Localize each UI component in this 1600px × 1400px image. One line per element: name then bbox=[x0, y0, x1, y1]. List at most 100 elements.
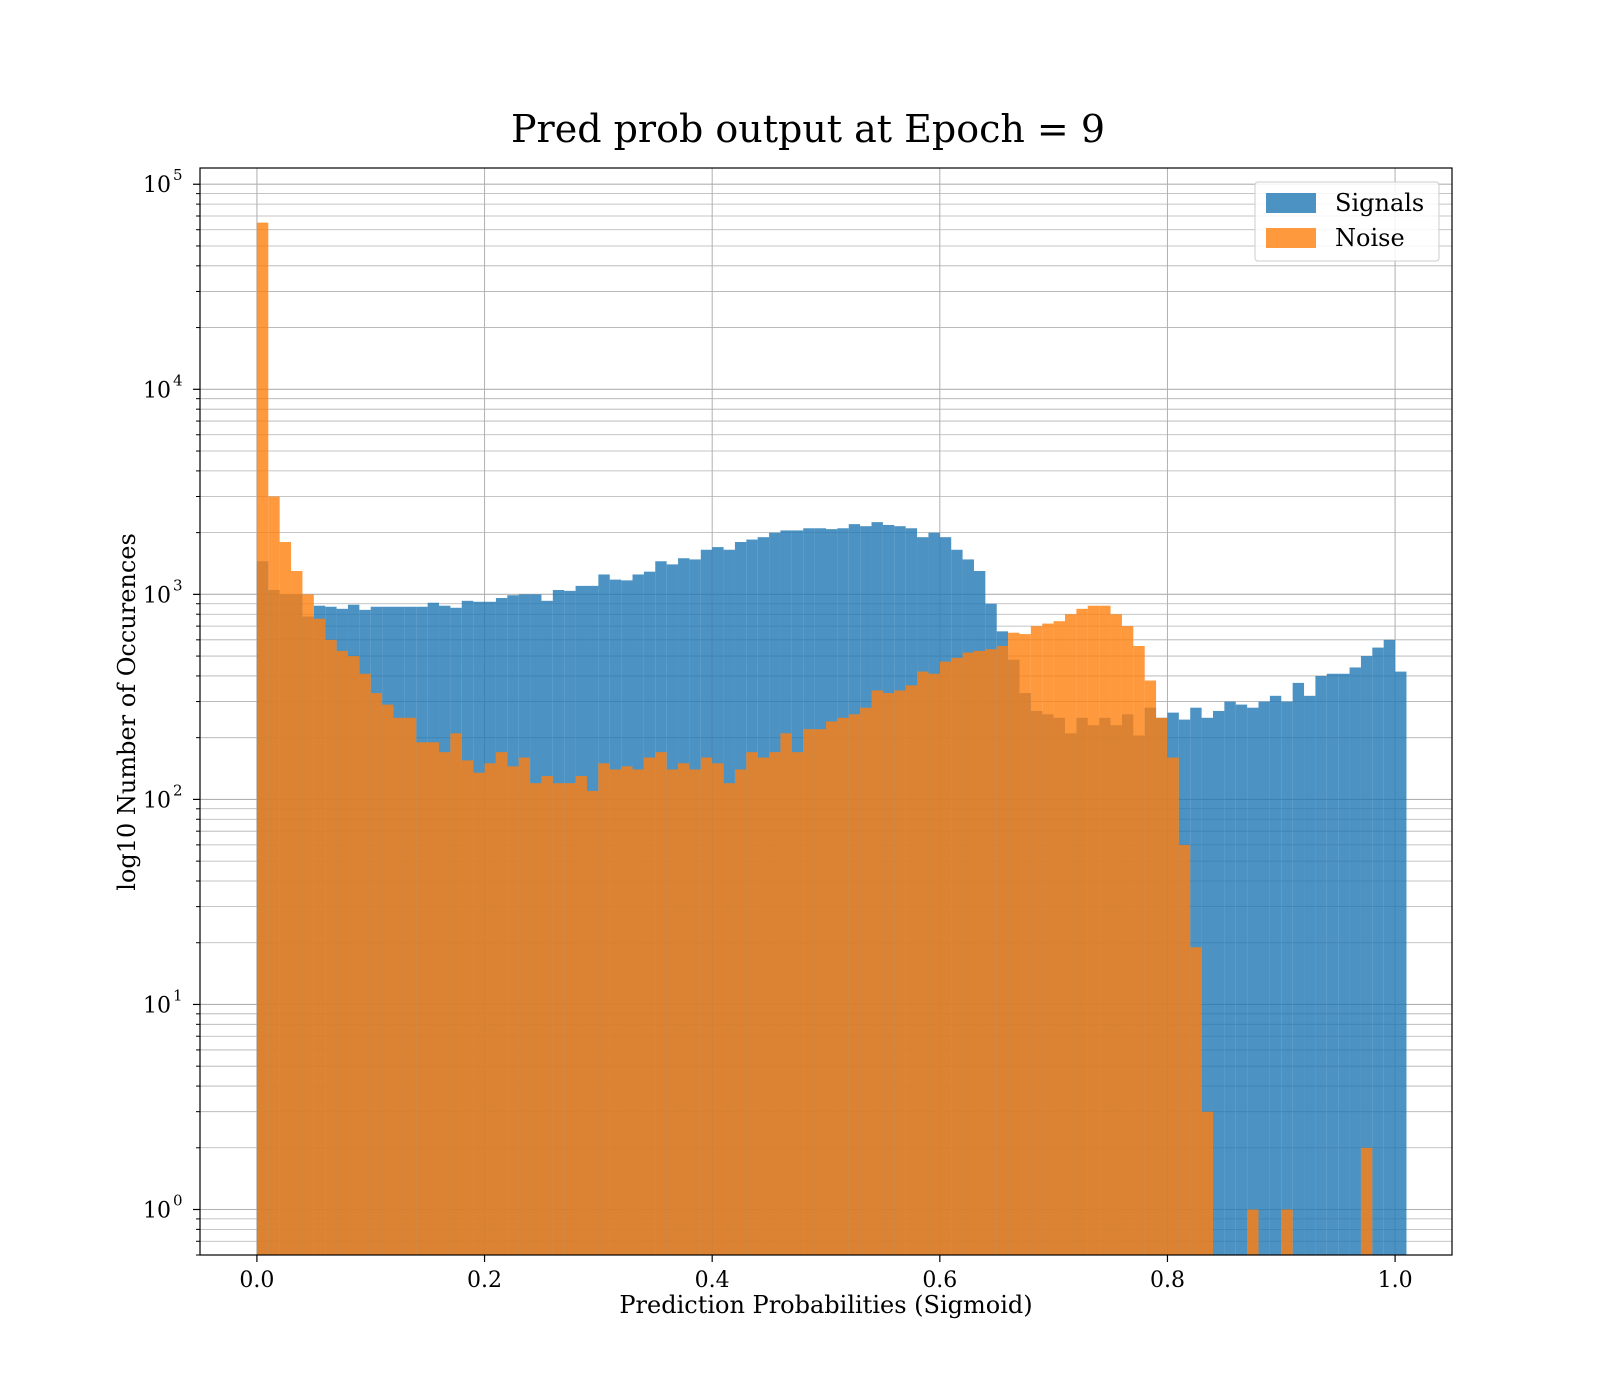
bar-noise bbox=[427, 742, 440, 1255]
bar-noise bbox=[780, 733, 792, 1255]
bar-noise bbox=[1099, 605, 1111, 1255]
bar-signals bbox=[1224, 701, 1236, 1255]
x-tick-label: 0.8 bbox=[1150, 1268, 1185, 1293]
y-tick-exponent: 5 bbox=[173, 166, 183, 184]
bar-signals bbox=[1247, 707, 1259, 1255]
bar-noise bbox=[1178, 844, 1191, 1255]
bar-noise bbox=[1042, 623, 1054, 1255]
bar-signals bbox=[1201, 717, 1213, 1255]
bar-noise bbox=[575, 776, 587, 1255]
bar-noise bbox=[769, 752, 781, 1255]
bar-noise bbox=[700, 757, 713, 1255]
bar-signals bbox=[1349, 667, 1361, 1255]
bar-noise bbox=[1167, 757, 1179, 1255]
bar-noise bbox=[1360, 1147, 1373, 1255]
bar-noise bbox=[598, 763, 610, 1255]
bar-noise bbox=[1087, 605, 1100, 1255]
x-tick-label: 0.4 bbox=[695, 1268, 730, 1293]
x-tick-label: 0.0 bbox=[239, 1268, 274, 1293]
y-tick-label: 10 bbox=[143, 1199, 171, 1224]
bar-noise bbox=[1110, 614, 1122, 1255]
bar-noise bbox=[689, 769, 701, 1255]
bar-noise bbox=[632, 769, 644, 1255]
bar-noise bbox=[1053, 621, 1066, 1255]
bar-noise bbox=[518, 757, 531, 1255]
bar-noise bbox=[905, 685, 918, 1255]
bar-noise bbox=[484, 763, 496, 1255]
bar-noise bbox=[325, 639, 337, 1255]
bar-noise bbox=[962, 652, 974, 1255]
bar-noise bbox=[939, 661, 952, 1255]
bar-noise bbox=[791, 752, 804, 1255]
y-tick-label: 10 bbox=[143, 788, 171, 813]
bar-signals bbox=[1269, 695, 1282, 1255]
x-tick-label: 0.2 bbox=[467, 1268, 502, 1293]
bar-noise bbox=[1201, 1111, 1213, 1255]
bar-signals bbox=[1304, 695, 1316, 1255]
bar-signals bbox=[1212, 710, 1225, 1255]
bar-noise bbox=[643, 757, 656, 1255]
bar-noise bbox=[1121, 626, 1134, 1255]
bar-noise bbox=[302, 594, 314, 1255]
y-tick-label: 10 bbox=[143, 993, 171, 1018]
bar-noise bbox=[712, 763, 724, 1255]
x-axis-ticks: 0.0 0.2 0.4 0.6 0.8 1.0 bbox=[239, 1255, 1413, 1293]
bar-noise bbox=[1065, 614, 1077, 1255]
bar-noise bbox=[416, 742, 428, 1255]
y-tick-label: 10 bbox=[143, 173, 171, 198]
bar-noise bbox=[313, 618, 326, 1255]
bar-noise bbox=[461, 760, 474, 1255]
bar-noise bbox=[803, 729, 815, 1255]
bar-noise bbox=[473, 772, 485, 1255]
bar-noise bbox=[256, 222, 269, 1256]
bar-noise bbox=[530, 783, 542, 1255]
bar-noise bbox=[1190, 947, 1202, 1255]
bar-noise bbox=[985, 649, 997, 1255]
bar-noise bbox=[860, 707, 872, 1255]
bar-noise bbox=[917, 671, 929, 1255]
bar-noise bbox=[666, 769, 679, 1255]
bar-noise bbox=[996, 645, 1009, 1255]
bar-noise bbox=[1144, 680, 1157, 1255]
y-tick-exponent: 4 bbox=[173, 371, 183, 389]
bar-noise bbox=[541, 776, 553, 1255]
bar-noise bbox=[655, 752, 667, 1255]
bar-signals bbox=[1395, 671, 1407, 1255]
bar-noise bbox=[757, 757, 770, 1255]
bar-noise bbox=[291, 570, 303, 1255]
bar-noise bbox=[382, 704, 394, 1255]
bar-noise bbox=[678, 763, 690, 1255]
bar-noise bbox=[951, 657, 963, 1255]
bar-noise bbox=[609, 769, 622, 1255]
bar-noise bbox=[450, 733, 462, 1255]
bar-signals bbox=[1338, 673, 1350, 1255]
bar-noise bbox=[973, 650, 986, 1255]
bar-noise bbox=[552, 783, 565, 1255]
bar-noise bbox=[1156, 717, 1168, 1255]
legend-label-signals: Signals bbox=[1335, 189, 1424, 217]
bar-noise bbox=[1076, 608, 1088, 1255]
y-tick-label: 10 bbox=[143, 583, 171, 608]
bar-noise bbox=[1030, 626, 1043, 1255]
chart-title: Pred prob output at Epoch = 9 bbox=[511, 107, 1105, 151]
bar-noise bbox=[279, 542, 292, 1255]
x-axis-label: Prediction Probabilities (Sigmoid) bbox=[619, 1291, 1032, 1319]
legend-label-noise: Noise bbox=[1335, 224, 1405, 252]
bar-signals bbox=[1383, 639, 1396, 1255]
y-tick-exponent: 0 bbox=[173, 1192, 183, 1210]
bar-signals bbox=[1315, 675, 1327, 1255]
bar-noise bbox=[404, 717, 417, 1255]
plot-frame bbox=[199, 167, 1453, 1256]
bar-noise bbox=[507, 766, 519, 1255]
bar-noise bbox=[347, 656, 360, 1255]
bar-noise bbox=[268, 496, 280, 1255]
bar-noise bbox=[826, 721, 838, 1255]
bar-noise bbox=[928, 673, 940, 1255]
bar-noise bbox=[1019, 634, 1031, 1255]
bar-noise bbox=[586, 790, 599, 1255]
bar-noise bbox=[359, 673, 371, 1255]
legend-swatch-signals bbox=[1266, 193, 1316, 213]
bars bbox=[256, 222, 1407, 1256]
bar-noise bbox=[621, 766, 633, 1255]
